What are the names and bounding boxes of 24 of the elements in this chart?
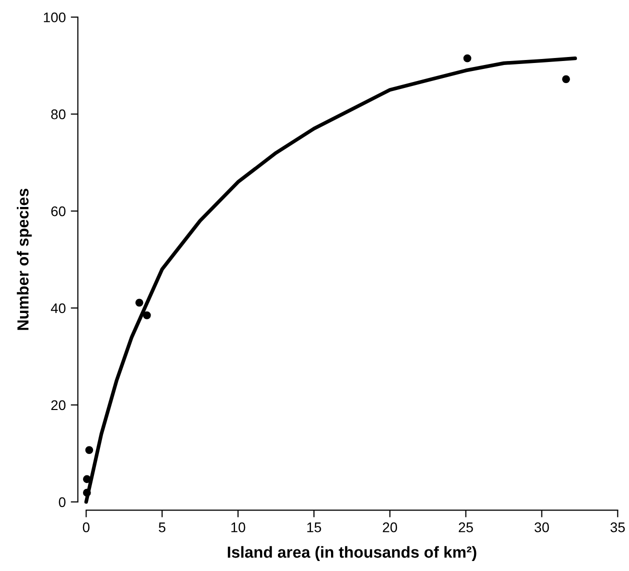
x-tick-label: 0 xyxy=(82,522,90,532)
y-tick-label: 100 xyxy=(44,12,66,22)
point xyxy=(562,75,570,84)
y-axis-title: Number of species xyxy=(16,188,32,330)
y-tick-label: 20 xyxy=(51,400,66,410)
point xyxy=(135,298,144,307)
point xyxy=(82,475,91,484)
x-tick-label: 5 xyxy=(158,522,166,532)
point xyxy=(463,54,472,62)
y-tick-label: 60 xyxy=(51,206,66,216)
y-tick-label: 80 xyxy=(51,109,66,120)
x-tick-label: 35 xyxy=(610,522,625,532)
y-tick-label: 0 xyxy=(58,497,66,508)
y-tick-label: 40 xyxy=(50,303,66,314)
x-tick-label: 15 xyxy=(307,522,322,532)
point xyxy=(142,311,151,320)
x-tick-label: 25 xyxy=(458,522,473,532)
x-tick-label: 20 xyxy=(382,522,398,532)
point xyxy=(85,446,94,454)
line-series xyxy=(84,56,577,504)
x-tick-label: 30 xyxy=(534,522,549,532)
x-axis-title: Island area (in thousands of km²) xyxy=(228,546,476,561)
x-tick-label: 10 xyxy=(231,522,246,532)
point xyxy=(82,488,91,497)
